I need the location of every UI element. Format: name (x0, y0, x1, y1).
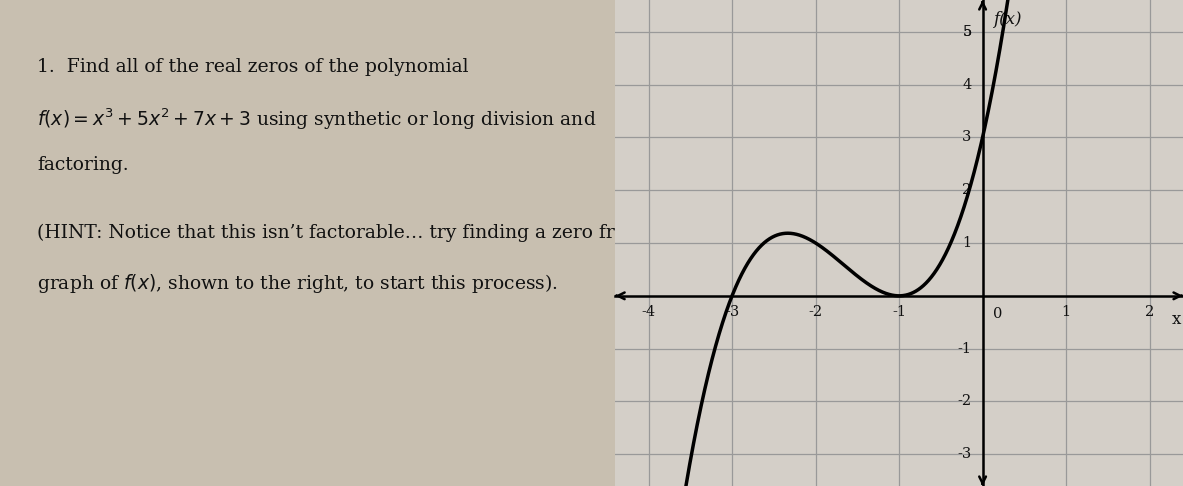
Text: 5: 5 (963, 25, 971, 39)
Text: $f(x) = x^3 + 5x^2 + 7x + 3$ using synthetic or long division and: $f(x) = x^3 + 5x^2 + 7x + 3$ using synth… (37, 107, 596, 132)
Text: factoring.: factoring. (37, 156, 129, 174)
Text: 1: 1 (1061, 305, 1071, 319)
Text: 3: 3 (962, 130, 971, 144)
Text: graph of $f(x)$, shown to the right, to start this process).: graph of $f(x)$, shown to the right, to … (37, 272, 558, 295)
Text: -3: -3 (957, 447, 971, 461)
Text: 0: 0 (994, 308, 1003, 321)
Text: -2: -2 (808, 305, 822, 319)
Text: x: x (1171, 311, 1181, 328)
Text: 2: 2 (963, 183, 971, 197)
Text: 2: 2 (1145, 305, 1155, 319)
Text: f(x): f(x) (993, 11, 1021, 28)
Text: 1.  Find all of the real zeros of the polynomial: 1. Find all of the real zeros of the pol… (37, 58, 468, 76)
Text: -1: -1 (958, 342, 971, 356)
Text: 1: 1 (963, 236, 971, 250)
Text: 4: 4 (963, 78, 971, 91)
Text: -1: -1 (892, 305, 906, 319)
Text: -3: -3 (725, 305, 739, 319)
Text: -4: -4 (641, 305, 655, 319)
Text: 5: 5 (963, 25, 971, 39)
Text: (HINT: Notice that this isn’t factorable… try finding a zero from the: (HINT: Notice that this isn’t factorable… (37, 224, 680, 242)
Text: -2: -2 (957, 395, 971, 408)
